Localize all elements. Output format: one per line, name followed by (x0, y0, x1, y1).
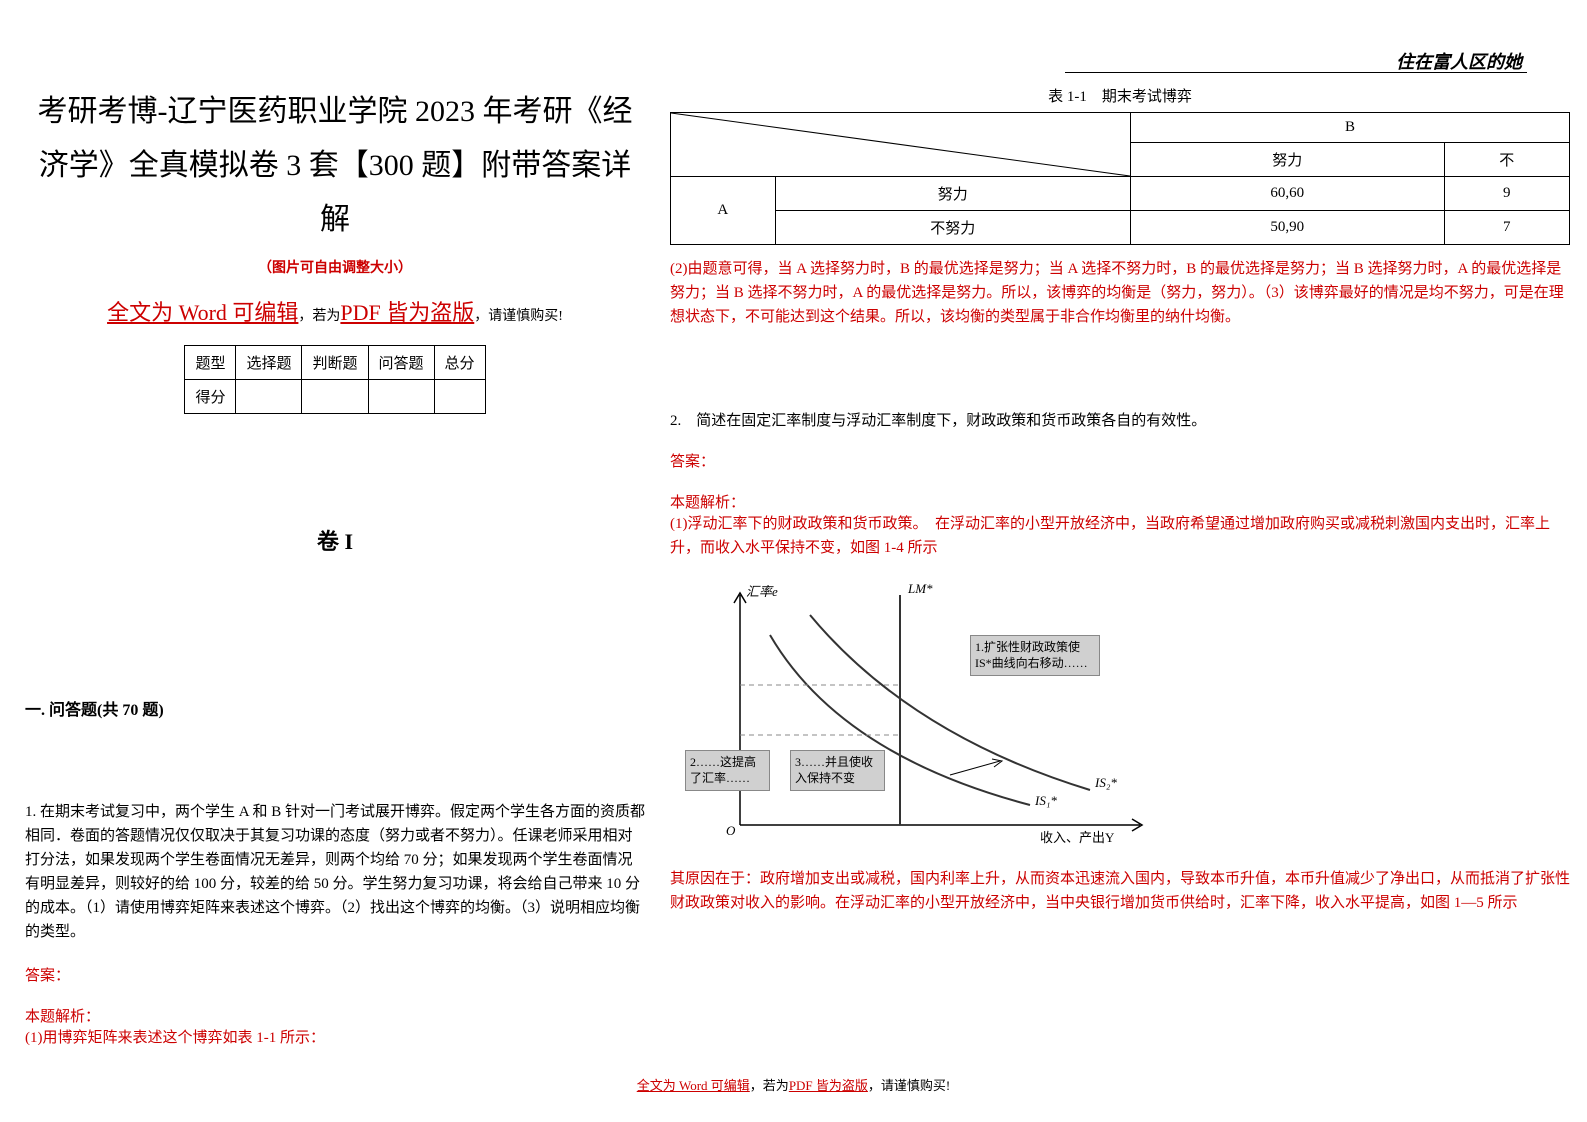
analysis-3: 其原因在于：政府增加支出或减税，国内利率上升，从而资本迅速流入国内，导致本币升值… (670, 867, 1570, 915)
is1-label: IS₁* (1035, 793, 1057, 809)
row-score-label: 得分 (185, 380, 236, 414)
q1-answer-label: 答案： (25, 964, 645, 985)
game-table-title: 表 1-1 期末考试博弈 (670, 85, 1570, 106)
lm-label: LM* (908, 581, 933, 597)
th-choice: 选择题 (236, 346, 302, 380)
th-total: 总分 (434, 346, 485, 380)
player-b-header: B (1130, 113, 1569, 143)
right-column: 表 1-1 期末考试博弈 B 努力 不 A 努力 60,60 9 不努力 50,… (670, 85, 1570, 915)
notice-pdf: PDF 皆为盗版 (340, 300, 474, 325)
cell-60-60: 60,60 (1130, 177, 1444, 211)
player-a-header: A (671, 177, 776, 245)
origin-label: O (726, 823, 735, 839)
q1-analysis-label: 本题解析： (25, 1005, 645, 1026)
footer-sep: ，若为 (750, 1078, 789, 1093)
a-no-effort: 不努力 (775, 211, 1130, 245)
is2-label: IS₂* (1095, 775, 1117, 791)
left-column: 考研考博-辽宁医药职业学院 2023 年考研《经济学》全真模拟卷 3 套【300… (25, 85, 645, 1050)
annotation-box-2: 2……这提高了汇率…… (685, 750, 770, 791)
header-right-text: 住在富人区的她 (1396, 48, 1522, 74)
diagonal-cell (671, 113, 1131, 177)
q2-analysis-label: 本题解析： (670, 491, 1570, 512)
notice-word: 全文为 Word 可编辑 (107, 300, 298, 325)
chart-svg (690, 575, 1170, 855)
q1-analysis-1: (1)用博弈矩阵来表述这个博弈如表 1-1 所示： (25, 1026, 645, 1050)
th-type: 题型 (185, 346, 236, 380)
footer: 全文为 Word 可编辑，若为PDF 皆为盗版，请谨慎购买! (0, 1075, 1587, 1094)
q1-text: 1. 在期末考试复习中，两个学生 A 和 B 针对一门考试展开博弈。假定两个学生… (25, 800, 645, 944)
footer-tail: ，请谨慎购买! (868, 1078, 950, 1093)
chart-is-lm: 汇率e LM* IS₁* IS₂* 收入、产出Y O 1.扩张性财政政策使IS*… (690, 575, 1170, 855)
annotation-box-3: 3……并且使收入保持不变 (790, 750, 885, 791)
document-title: 考研考博-辽宁医药职业学院 2023 年考研《经济学》全真模拟卷 3 套【300… (25, 85, 645, 247)
subtitle: （图片可自由调整大小） (25, 257, 645, 277)
header-divider (1065, 72, 1527, 73)
y-axis-label: 汇率e (746, 581, 778, 600)
cell-9: 9 (1444, 177, 1569, 211)
score-table: 题型 选择题 判断题 问答题 总分 得分 (184, 345, 485, 414)
footer-pdf: PDF 皆为盗版 (789, 1078, 868, 1093)
a-effort: 努力 (775, 177, 1130, 211)
cell-7: 7 (1444, 211, 1569, 245)
th-qa: 问答题 (368, 346, 434, 380)
footer-word: 全文为 Word 可编辑 (637, 1078, 750, 1093)
b-effort: 努力 (1130, 143, 1444, 177)
notice-sep: ，若为 (298, 309, 340, 324)
q2-answer-label: 答案： (670, 450, 1570, 471)
b-no-effort: 不 (1444, 143, 1569, 177)
notice-tail: ，请谨慎购买! (474, 309, 563, 324)
th-judge: 判断题 (302, 346, 368, 380)
game-table: B 努力 不 A 努力 60,60 9 不努力 50,90 7 (670, 112, 1570, 245)
section-title: 一. 问答题(共 70 题) (25, 696, 645, 720)
cell-50-90: 50,90 (1130, 211, 1444, 245)
q2-analysis-1: (1)浮动汇率下的财政政策和货币政策。 在浮动汇率的小型开放经济中，当政府希望通… (670, 512, 1570, 560)
x-axis-label: 收入、产出Y (1040, 827, 1114, 846)
q2-text: 2. 简述在固定汇率制度与浮动汇率制度下，财政政策和货币政策各自的有效性。 (670, 409, 1570, 430)
annotation-box-1: 1.扩张性财政政策使IS*曲线向右移动…… (970, 635, 1100, 676)
cell-empty (434, 380, 485, 414)
cell-empty (302, 380, 368, 414)
cell-empty (368, 380, 434, 414)
analysis-2: (2)由题意可得，当 A 选择努力时，B 的最优选择是努力；当 A 选择不努力时… (670, 257, 1570, 329)
notice-line: 全文为 Word 可编辑，若为PDF 皆为盗版，请谨慎购买! (25, 295, 645, 327)
volume-label: 卷 I (25, 524, 645, 556)
cell-empty (236, 380, 302, 414)
